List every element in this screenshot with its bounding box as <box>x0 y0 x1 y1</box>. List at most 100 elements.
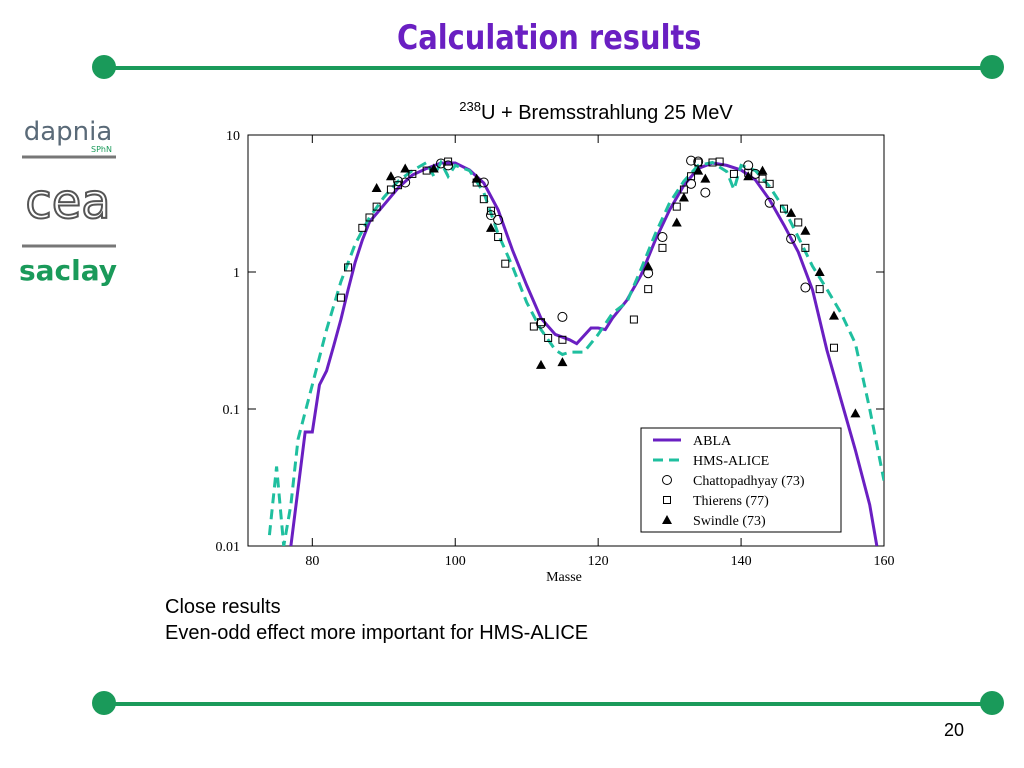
point <box>765 179 774 188</box>
point <box>394 181 403 190</box>
point <box>408 169 417 178</box>
point <box>743 160 754 171</box>
point <box>629 315 638 324</box>
point <box>671 217 682 227</box>
point <box>501 259 510 268</box>
point <box>800 225 811 235</box>
point <box>743 171 754 181</box>
bullet: Even-odd effect more important for HMS-A… <box>165 622 589 644</box>
x-tick-label: 80 <box>305 554 319 569</box>
point <box>544 333 553 342</box>
point <box>715 157 724 166</box>
y-tick-label: 1 <box>233 266 240 281</box>
point <box>815 285 824 294</box>
point <box>493 214 504 225</box>
legend-label: Swindle (73) <box>693 514 766 529</box>
legend-label: ABLA <box>693 434 732 449</box>
point <box>643 261 654 271</box>
page-number: 20 <box>943 720 964 740</box>
point <box>435 158 446 169</box>
point <box>779 204 788 213</box>
x-tick-label: 120 <box>588 554 609 569</box>
point <box>536 318 545 327</box>
dot <box>92 691 116 715</box>
point <box>700 173 711 183</box>
logo-sphn: SPhN <box>91 145 112 154</box>
point <box>386 185 395 194</box>
point <box>764 197 775 208</box>
dot <box>980 691 1004 715</box>
title-superscript: 238 <box>459 99 481 114</box>
point <box>358 223 367 232</box>
point <box>828 310 839 320</box>
point <box>471 173 482 183</box>
logo-dapnia: dapnia <box>24 117 113 147</box>
x-tick-label: 140 <box>731 554 752 569</box>
point <box>850 408 861 418</box>
point <box>372 202 381 211</box>
legend-swatch <box>662 515 672 524</box>
point <box>485 222 496 232</box>
title-text: U + Bremsstrahlung 25 MeV <box>481 102 733 124</box>
point <box>657 232 668 243</box>
dot <box>980 55 1004 79</box>
logo-saclay: saclay <box>19 254 117 287</box>
point <box>494 233 503 242</box>
point <box>800 282 811 293</box>
point <box>529 322 538 331</box>
line-series <box>267 159 884 546</box>
point <box>700 187 711 198</box>
point <box>485 210 496 221</box>
point <box>400 163 411 173</box>
point <box>428 163 439 173</box>
plot-frame <box>247 134 885 547</box>
point <box>693 165 704 175</box>
dot <box>92 55 116 79</box>
chart: 238U + Bremsstrahlung 25 MeV Masse 80 100… <box>216 99 895 585</box>
point <box>758 174 767 183</box>
point <box>557 311 568 322</box>
legend-label: HMS-ALICE <box>693 454 769 469</box>
bullet: Close results <box>165 596 281 618</box>
point <box>658 243 667 252</box>
plot-area <box>267 155 884 546</box>
point <box>558 335 567 344</box>
point <box>686 155 697 166</box>
logo-cea: cea <box>25 174 110 230</box>
point <box>385 171 396 181</box>
legend-label: Chattopadhyay (73) <box>693 474 805 489</box>
point <box>786 233 797 244</box>
bullets: Close results Even-odd effect more impor… <box>165 594 588 646</box>
point <box>365 213 374 222</box>
point <box>829 343 838 352</box>
point <box>371 183 382 193</box>
point <box>444 157 453 166</box>
point <box>479 195 488 204</box>
point <box>786 207 797 217</box>
point <box>393 176 404 187</box>
x-axis-label: Masse <box>546 570 582 585</box>
point <box>729 169 738 178</box>
point <box>687 172 696 181</box>
line-series <box>289 161 879 546</box>
point <box>794 218 803 227</box>
point <box>443 160 454 171</box>
point <box>336 293 345 302</box>
point <box>557 357 568 367</box>
chart-title: 238U + Bremsstrahlung 25 MeV <box>459 99 733 124</box>
point <box>672 202 681 211</box>
point <box>644 285 653 294</box>
x-tick-label: 160 <box>874 554 895 569</box>
legend-label: Thierens (77) <box>693 494 769 509</box>
point <box>535 359 546 369</box>
legend-swatch <box>663 496 671 504</box>
point <box>814 267 825 276</box>
point <box>678 192 689 202</box>
x-tick-label: 100 <box>445 554 466 569</box>
y-tick-label: 0.01 <box>216 540 241 555</box>
point <box>344 263 353 272</box>
point <box>486 206 495 215</box>
legend-box <box>640 427 842 533</box>
